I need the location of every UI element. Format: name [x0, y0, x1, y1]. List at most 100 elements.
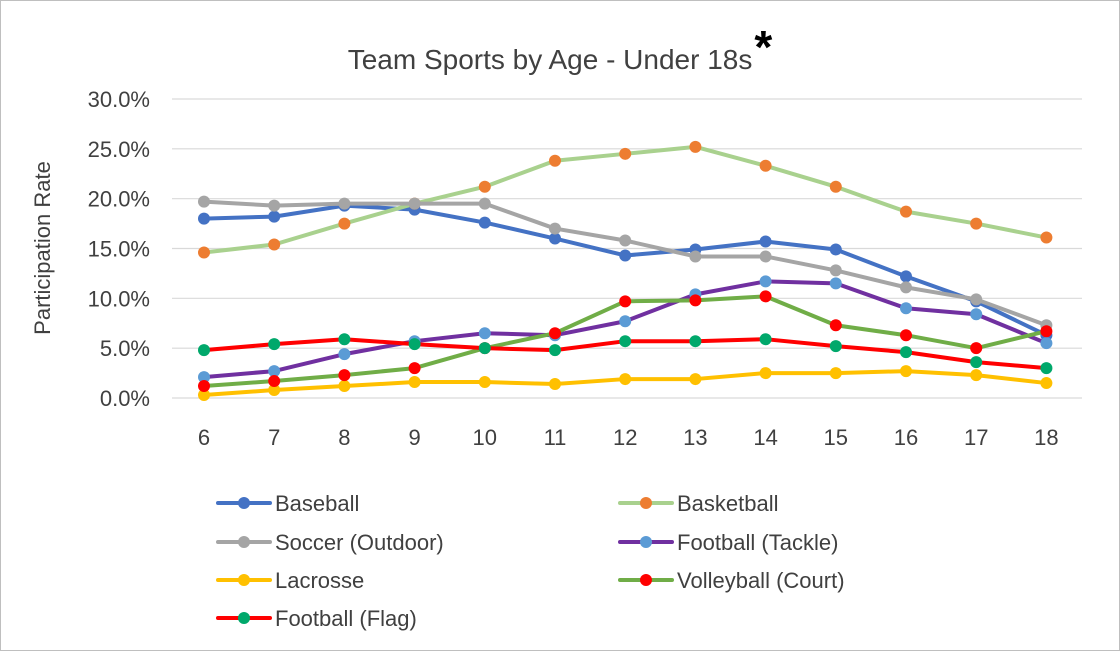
data-point — [759, 235, 772, 248]
legend-label: Baseball — [275, 491, 359, 516]
y-tick-label: 15.0% — [88, 237, 150, 262]
data-point — [900, 270, 912, 283]
y-tick-label: 0.0% — [100, 386, 150, 411]
legend-marker — [640, 574, 652, 586]
data-point — [829, 243, 842, 256]
data-point — [268, 338, 281, 351]
legend-marker — [640, 536, 652, 548]
data-point — [1040, 377, 1053, 390]
data-point — [829, 340, 842, 353]
data-point — [198, 371, 210, 384]
data-point — [619, 295, 632, 308]
data-point — [689, 250, 702, 263]
data-point — [759, 367, 772, 380]
x-tick-label: 14 — [753, 425, 777, 450]
x-tick-label: 18 — [1034, 425, 1058, 450]
data-point — [268, 210, 281, 223]
data-point — [829, 180, 842, 193]
title-asterisk: * — [754, 21, 773, 73]
data-point — [900, 365, 912, 378]
x-tick-label: 16 — [894, 425, 918, 450]
data-point — [689, 335, 702, 348]
x-tick-label: 12 — [613, 425, 637, 450]
data-point — [338, 217, 351, 230]
chart-title-text: Team Sports by Age - Under 18s — [347, 44, 753, 75]
data-point — [1040, 325, 1053, 338]
data-point — [689, 140, 702, 153]
data-point — [478, 376, 491, 389]
data-point — [478, 197, 491, 210]
data-point — [900, 329, 912, 342]
data-point — [478, 180, 491, 193]
data-point — [549, 344, 561, 357]
data-point — [408, 338, 421, 351]
legend-marker — [238, 536, 250, 548]
data-point — [829, 264, 842, 277]
data-point — [198, 344, 210, 357]
data-point — [408, 376, 421, 389]
data-point — [970, 293, 983, 306]
data-point — [829, 367, 842, 380]
data-point — [1040, 231, 1053, 244]
data-point — [900, 205, 912, 218]
data-point — [619, 147, 632, 160]
y-tick-label: 10.0% — [88, 286, 150, 311]
data-point — [338, 348, 351, 361]
x-tick-label: 8 — [338, 425, 350, 450]
data-point — [759, 290, 772, 303]
data-point — [759, 159, 772, 172]
legend-marker — [238, 497, 250, 509]
legend-label: Football (Flag) — [275, 606, 417, 631]
data-point — [900, 346, 912, 359]
y-tick-label: 20.0% — [88, 187, 150, 212]
legend-label: Basketball — [677, 491, 779, 516]
data-point — [689, 373, 702, 386]
x-tick-label: 9 — [408, 425, 420, 450]
data-point — [338, 197, 351, 210]
data-point — [970, 308, 983, 321]
data-point — [408, 362, 421, 375]
data-point — [549, 327, 561, 340]
data-point — [619, 335, 632, 348]
x-tick-label: 13 — [683, 425, 707, 450]
data-point — [478, 342, 491, 355]
data-point — [198, 212, 210, 225]
data-point — [829, 319, 842, 332]
data-point — [900, 302, 912, 315]
legend-marker — [238, 574, 250, 586]
legend-label: Football (Tackle) — [677, 530, 838, 555]
y-tick-label: 30.0% — [88, 87, 150, 112]
data-point — [759, 333, 772, 346]
data-point — [1040, 337, 1053, 350]
data-point — [970, 217, 983, 230]
data-point — [198, 195, 210, 208]
data-point — [549, 378, 561, 391]
data-point — [619, 234, 632, 247]
x-tick-label: 17 — [964, 425, 988, 450]
y-tick-label: 5.0% — [100, 336, 150, 361]
data-point — [268, 199, 281, 212]
data-point — [268, 365, 281, 378]
data-point — [478, 327, 491, 340]
x-tick-label: 15 — [824, 425, 848, 450]
x-tick-label: 7 — [268, 425, 280, 450]
data-point — [268, 384, 281, 397]
data-point — [619, 249, 632, 262]
data-point — [198, 389, 210, 402]
data-point — [829, 277, 842, 290]
data-point — [970, 369, 983, 382]
data-point — [338, 369, 351, 382]
x-tick-label: 6 — [198, 425, 210, 450]
legend-label: Lacrosse — [275, 568, 364, 593]
data-point — [970, 356, 983, 369]
data-point — [268, 238, 281, 251]
data-point — [689, 294, 702, 307]
x-tick-label: 10 — [473, 425, 497, 450]
data-point — [900, 281, 912, 294]
legend-label: Volleyball (Court) — [677, 568, 845, 593]
data-point — [549, 222, 561, 235]
legend-marker — [640, 497, 652, 509]
data-point — [619, 315, 632, 328]
